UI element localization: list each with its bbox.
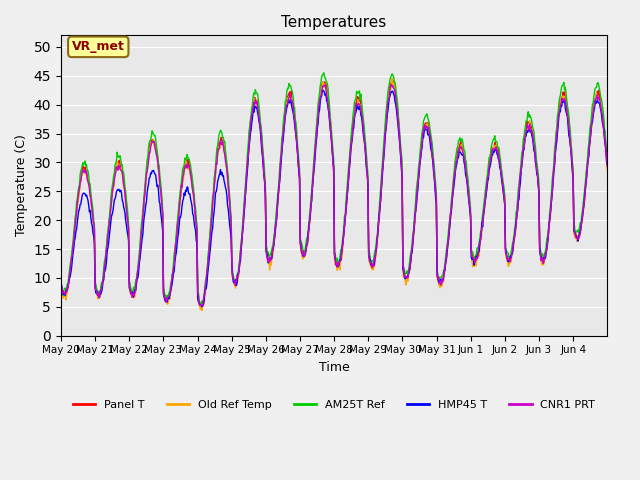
Panel T [604,158,611,164]
AM25T Ref [197,301,205,307]
CNR1 PRT [222,161,230,167]
Line: Panel T: Panel T [61,81,607,308]
AM25T Ref [222,154,230,159]
AM25T Ref [604,155,611,160]
AM25T Ref [250,93,257,99]
Panel T [392,93,399,98]
Old Ref Temp [392,94,399,100]
AM25T Ref [320,70,328,76]
Old Ref Temp [57,288,65,294]
Old Ref Temp [121,194,129,200]
AM25T Ref [422,112,430,118]
HMP45 T [198,304,206,310]
Old Ref Temp [422,122,430,128]
HMP45 T [222,187,230,193]
AM25T Ref [121,185,129,191]
CNR1 PRT [57,283,65,288]
X-axis label: Time: Time [319,361,349,374]
Old Ref Temp [604,168,611,173]
HMP45 T [121,211,129,216]
HMP45 T [319,87,327,93]
HMP45 T [57,282,65,288]
Panel T [250,99,257,105]
Old Ref Temp [250,104,257,109]
HMP45 T [422,126,430,132]
CNR1 PRT [604,164,611,170]
Legend: Panel T, Old Ref Temp, AM25T Ref, HMP45 T, CNR1 PRT: Panel T, Old Ref Temp, AM25T Ref, HMP45 … [68,395,600,414]
Line: AM25T Ref: AM25T Ref [61,73,607,304]
CNR1 PRT [198,303,206,309]
HMP45 T [270,241,278,247]
Old Ref Temp [270,239,278,244]
Line: CNR1 PRT: CNR1 PRT [61,85,607,306]
CNR1 PRT [250,107,257,112]
HMP45 T [604,162,611,168]
Text: VR_met: VR_met [72,40,125,53]
CNR1 PRT [270,241,278,247]
CNR1 PRT [392,95,399,100]
Panel T [389,78,397,84]
CNR1 PRT [321,82,329,88]
Title: Temperatures: Temperatures [282,15,387,30]
Old Ref Temp [198,308,206,313]
CNR1 PRT [422,124,430,130]
Line: Old Ref Temp: Old Ref Temp [61,78,607,311]
HMP45 T [392,102,399,108]
AM25T Ref [57,279,65,285]
Panel T [57,283,65,288]
Panel T [222,160,230,166]
Old Ref Temp [222,160,230,166]
Panel T [196,305,204,311]
CNR1 PRT [121,192,129,198]
Line: HMP45 T: HMP45 T [61,90,607,307]
Old Ref Temp [388,75,396,81]
Panel T [121,190,129,195]
Panel T [270,238,278,243]
Panel T [422,120,430,126]
AM25T Ref [270,233,278,239]
Y-axis label: Temperature (C): Temperature (C) [15,134,28,237]
AM25T Ref [392,84,399,90]
HMP45 T [250,106,257,111]
